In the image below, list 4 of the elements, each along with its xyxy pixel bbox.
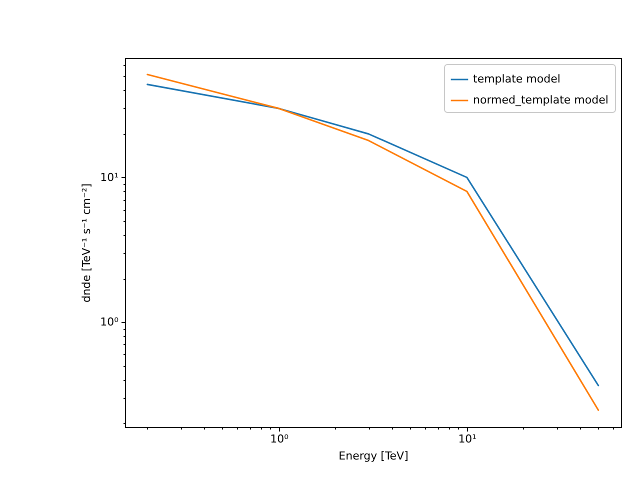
legend-label: template model bbox=[473, 72, 560, 86]
y-axis-title: dnde [TeV⁻¹ s⁻¹ cm⁻²] bbox=[80, 183, 94, 303]
legend-label: normed_template model bbox=[473, 94, 608, 106]
x-axis-title: Energy [TeV] bbox=[338, 450, 408, 462]
